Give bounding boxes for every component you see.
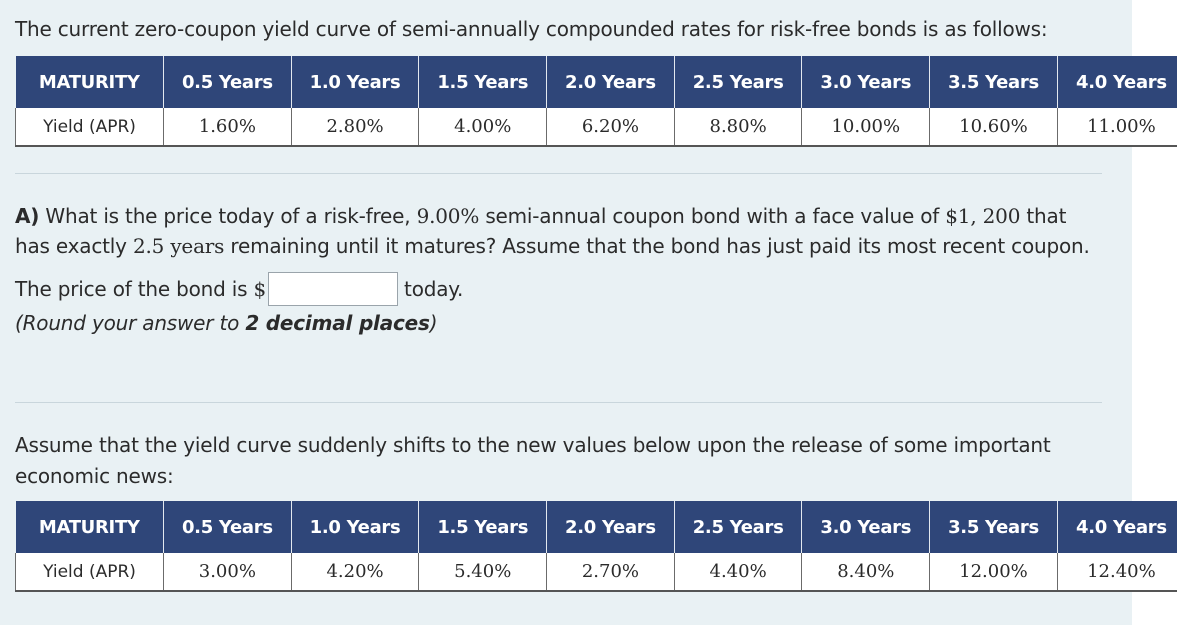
header-2-0-years: 2.0 Years	[546, 56, 675, 108]
question-a: A) What is the price today of a risk-fre…	[15, 201, 1105, 261]
yield-cell: 6.20%	[546, 108, 675, 147]
intro-text: The current zero-coupon yield curve of s…	[15, 17, 1048, 41]
yield-cell: 12.40%	[1057, 553, 1177, 592]
header-4-0-years: 4.0 Years	[1057, 501, 1177, 553]
yield-cell: 4.20%	[291, 553, 420, 592]
yield-cell: 2.80%	[291, 108, 420, 147]
header-4-0-years: 4.0 Years	[1057, 56, 1177, 108]
header-2-5-years: 2.5 Years	[674, 501, 803, 553]
yield-cell: 10.00%	[801, 108, 931, 147]
header-0-5-years: 0.5 Years	[163, 501, 292, 553]
bond-price-input[interactable]	[268, 272, 399, 306]
table-row: Yield (APR) 1.60% 2.80% 4.00% 6.20% 8.80…	[15, 108, 1177, 147]
yield-cell: 8.40%	[801, 553, 931, 592]
header-3-0-years: 3.0 Years	[801, 56, 931, 108]
header-1-5-years: 1.5 Years	[418, 56, 548, 108]
divider	[15, 402, 1102, 403]
header-3-5-years: 3.5 Years	[929, 56, 1058, 108]
row-label-yield: Yield (APR)	[15, 553, 164, 592]
yield-cell: 8.80%	[674, 108, 803, 147]
question-text: remaining until it matures? Assume that …	[230, 234, 1090, 258]
row-label-yield: Yield (APR)	[15, 108, 164, 147]
currency-symbol: $	[253, 277, 267, 301]
yield-cell: 4.40%	[674, 553, 803, 592]
header-2-0-years: 2.0 Years	[546, 501, 675, 553]
divider	[15, 173, 1102, 174]
header-maturity: MATURITY	[15, 501, 164, 553]
face-value: $1, 200	[945, 204, 1021, 228]
yield-cell: 4.00%	[418, 108, 548, 147]
header-3-5-years: 3.5 Years	[929, 501, 1058, 553]
yield-cell: 1.60%	[163, 108, 292, 147]
table-row: Yield (APR) 3.00% 4.20% 5.40% 2.70% 4.40…	[15, 553, 1177, 592]
yield-cell: 5.40%	[418, 553, 548, 592]
header-2-5-years: 2.5 Years	[674, 56, 803, 108]
rounding-bold: 2 decimal places	[245, 311, 430, 335]
yield-cell: 10.60%	[929, 108, 1058, 147]
answer-suffix: today.	[404, 277, 464, 301]
header-0-5-years: 0.5 Years	[163, 56, 292, 108]
header-maturity: MATURITY	[15, 56, 164, 108]
coupon-rate: 9.00%	[416, 204, 480, 228]
answer-prefix: The price of the bond is	[15, 277, 248, 301]
rounding-prefix: (Round your answer to	[15, 311, 246, 335]
header-3-0-years: 3.0 Years	[801, 501, 931, 553]
rounding-instruction: (Round your answer to 2 decimal places)	[15, 311, 438, 335]
years-remaining: 2.5 years	[132, 234, 225, 258]
question-label: A)	[15, 204, 40, 228]
yield-curve-table-current: MATURITY 0.5 Years 1.0 Years 1.5 Years 2…	[15, 56, 1177, 147]
question-text: that has exactly	[15, 204, 1067, 258]
assume-text: Assume that the yield curve suddenly shi…	[15, 433, 1051, 488]
answer-line: The price of the bond is $ today.	[15, 270, 463, 308]
yield-cell: 11.00%	[1057, 108, 1177, 147]
question-text: What is the price today of a risk-free,	[45, 204, 411, 228]
yield-cell: 12.00%	[929, 553, 1058, 592]
header-1-0-years: 1.0 Years	[291, 56, 420, 108]
yield-cell: 2.70%	[546, 553, 675, 592]
yield-cell: 3.00%	[163, 553, 292, 592]
rounding-suffix: )	[429, 311, 438, 335]
table-header-row: MATURITY 0.5 Years 1.0 Years 1.5 Years 2…	[15, 501, 1177, 553]
header-1-5-years: 1.5 Years	[418, 501, 548, 553]
header-1-0-years: 1.0 Years	[291, 501, 420, 553]
yield-curve-table-new: MATURITY 0.5 Years 1.0 Years 1.5 Years 2…	[15, 501, 1177, 592]
table-header-row: MATURITY 0.5 Years 1.0 Years 1.5 Years 2…	[15, 56, 1177, 108]
question-text: semi-annual coupon bond with a face valu…	[485, 204, 940, 228]
